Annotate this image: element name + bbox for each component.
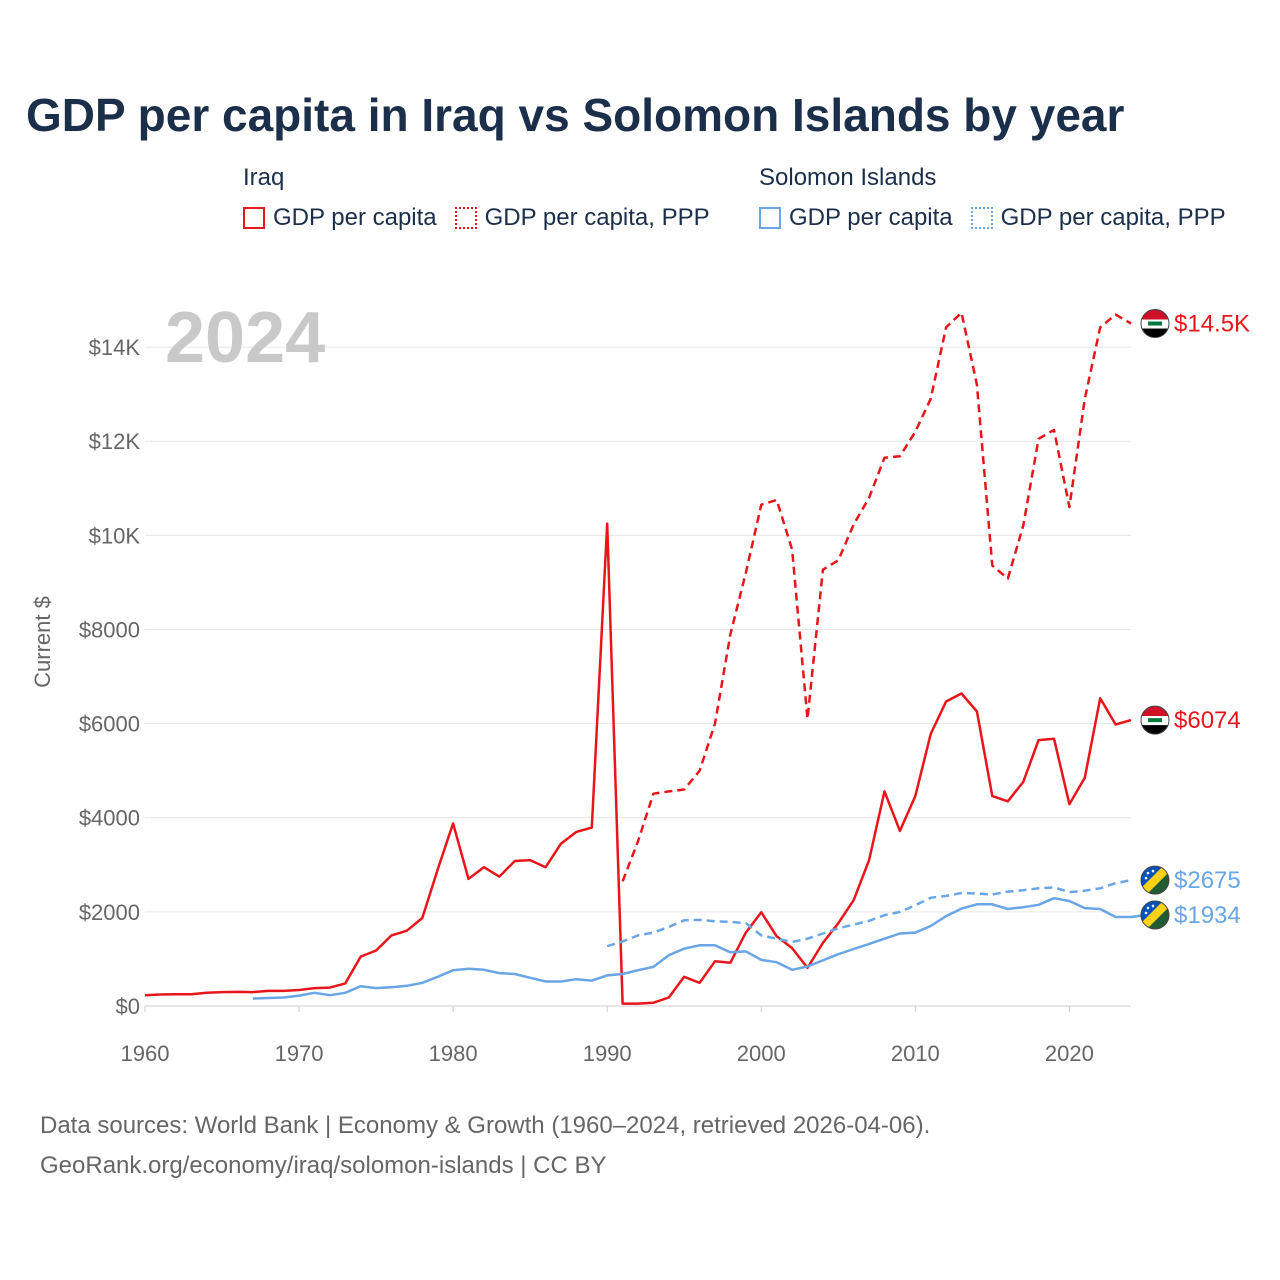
year-label: 2024	[165, 298, 325, 378]
legend-label-iraq-gdp: GDP per capita	[273, 204, 437, 231]
x-tick-label: 1970	[275, 1041, 324, 1066]
solomon-islands-flag-icon	[1140, 865, 1170, 895]
legend-solomon-name: Solomon Islands	[759, 164, 937, 191]
legend-swatch-solomon-ppp	[970, 207, 993, 229]
iraq-flag-icon	[1140, 309, 1170, 339]
legend-label-iraq-ppp: GDP per capita, PPP	[484, 204, 710, 231]
y-tick-label: $6000	[79, 712, 140, 737]
x-tick-label: 2020	[1045, 1041, 1094, 1066]
legend-solomon: Solomon Islands GDP per capita GDP per c…	[759, 162, 1226, 232]
end-label-solomon-ppp: $2675	[1174, 867, 1241, 894]
legend-item-solomon-ppp[interactable]: GDP per capita, PPP	[970, 204, 1226, 232]
footer: Data sources: World Bank | Economy & Gro…	[40, 1106, 930, 1186]
x-tick-label: 1990	[583, 1041, 632, 1066]
legend-item-iraq-gdp[interactable]: GDP per capita	[243, 204, 437, 232]
series-line-solomon-gdp	[252, 896, 1147, 1000]
legend-item-solomon-gdp[interactable]: GDP per capita	[759, 204, 953, 232]
series-line-iraq-gdp	[144, 522, 1132, 1005]
legend-iraq: Iraq GDP per capita GDP per capita, PPP	[243, 162, 728, 232]
x-tick-label: 2010	[891, 1041, 940, 1066]
x-tick-label: 1980	[429, 1041, 478, 1066]
y-tick-label: $10K	[89, 523, 141, 548]
y-tick-label: $0	[116, 994, 140, 1019]
legend-swatch-solomon-gdp	[759, 207, 781, 229]
solomon-islands-flag-icon	[1140, 900, 1170, 930]
iraq-flag-icon	[1140, 705, 1170, 735]
legend-swatch-iraq-gdp	[243, 207, 265, 229]
y-tick-label: $8000	[79, 617, 140, 642]
legend-item-iraq-ppp[interactable]: GDP per capita, PPP	[454, 204, 710, 232]
end-label-iraq-gdp: $6074	[1174, 707, 1241, 734]
x-tick-label: 1960	[121, 1041, 170, 1066]
footer-sources: Data sources: World Bank | Economy & Gro…	[40, 1112, 931, 1139]
y-axis-label: Current $	[30, 596, 55, 688]
x-tick-label: 2000	[737, 1041, 786, 1066]
legend-label-solomon-ppp: GDP per capita, PPP	[1000, 204, 1226, 231]
legend-label-solomon-gdp: GDP per capita	[789, 204, 953, 231]
legend-iraq-name: Iraq	[243, 164, 285, 191]
legend-swatch-iraq-ppp	[454, 207, 477, 229]
footer-attribution: GeoRank.org/economy/iraq/solomon-islands…	[40, 1152, 607, 1179]
y-tick-label: $12K	[89, 429, 141, 454]
y-tick-label: $14K	[89, 335, 141, 360]
chart-area: $0 $2000 $4000 $6000 $8000 $10K $12K $14K 1960 19…	[30, 298, 1250, 1066]
end-label-iraq-ppp: $14.5K	[1174, 311, 1250, 338]
series-line-solomon-ppp	[606, 878, 1132, 948]
y-tick-label: $2000	[79, 900, 140, 925]
series-line-iraq-ppp	[621, 311, 1132, 882]
y-tick-label: $4000	[79, 806, 140, 831]
chart-title: GDP per capita in Iraq vs Solomon Island…	[26, 89, 1125, 141]
end-label-solomon-gdp: $1934	[1174, 902, 1241, 929]
